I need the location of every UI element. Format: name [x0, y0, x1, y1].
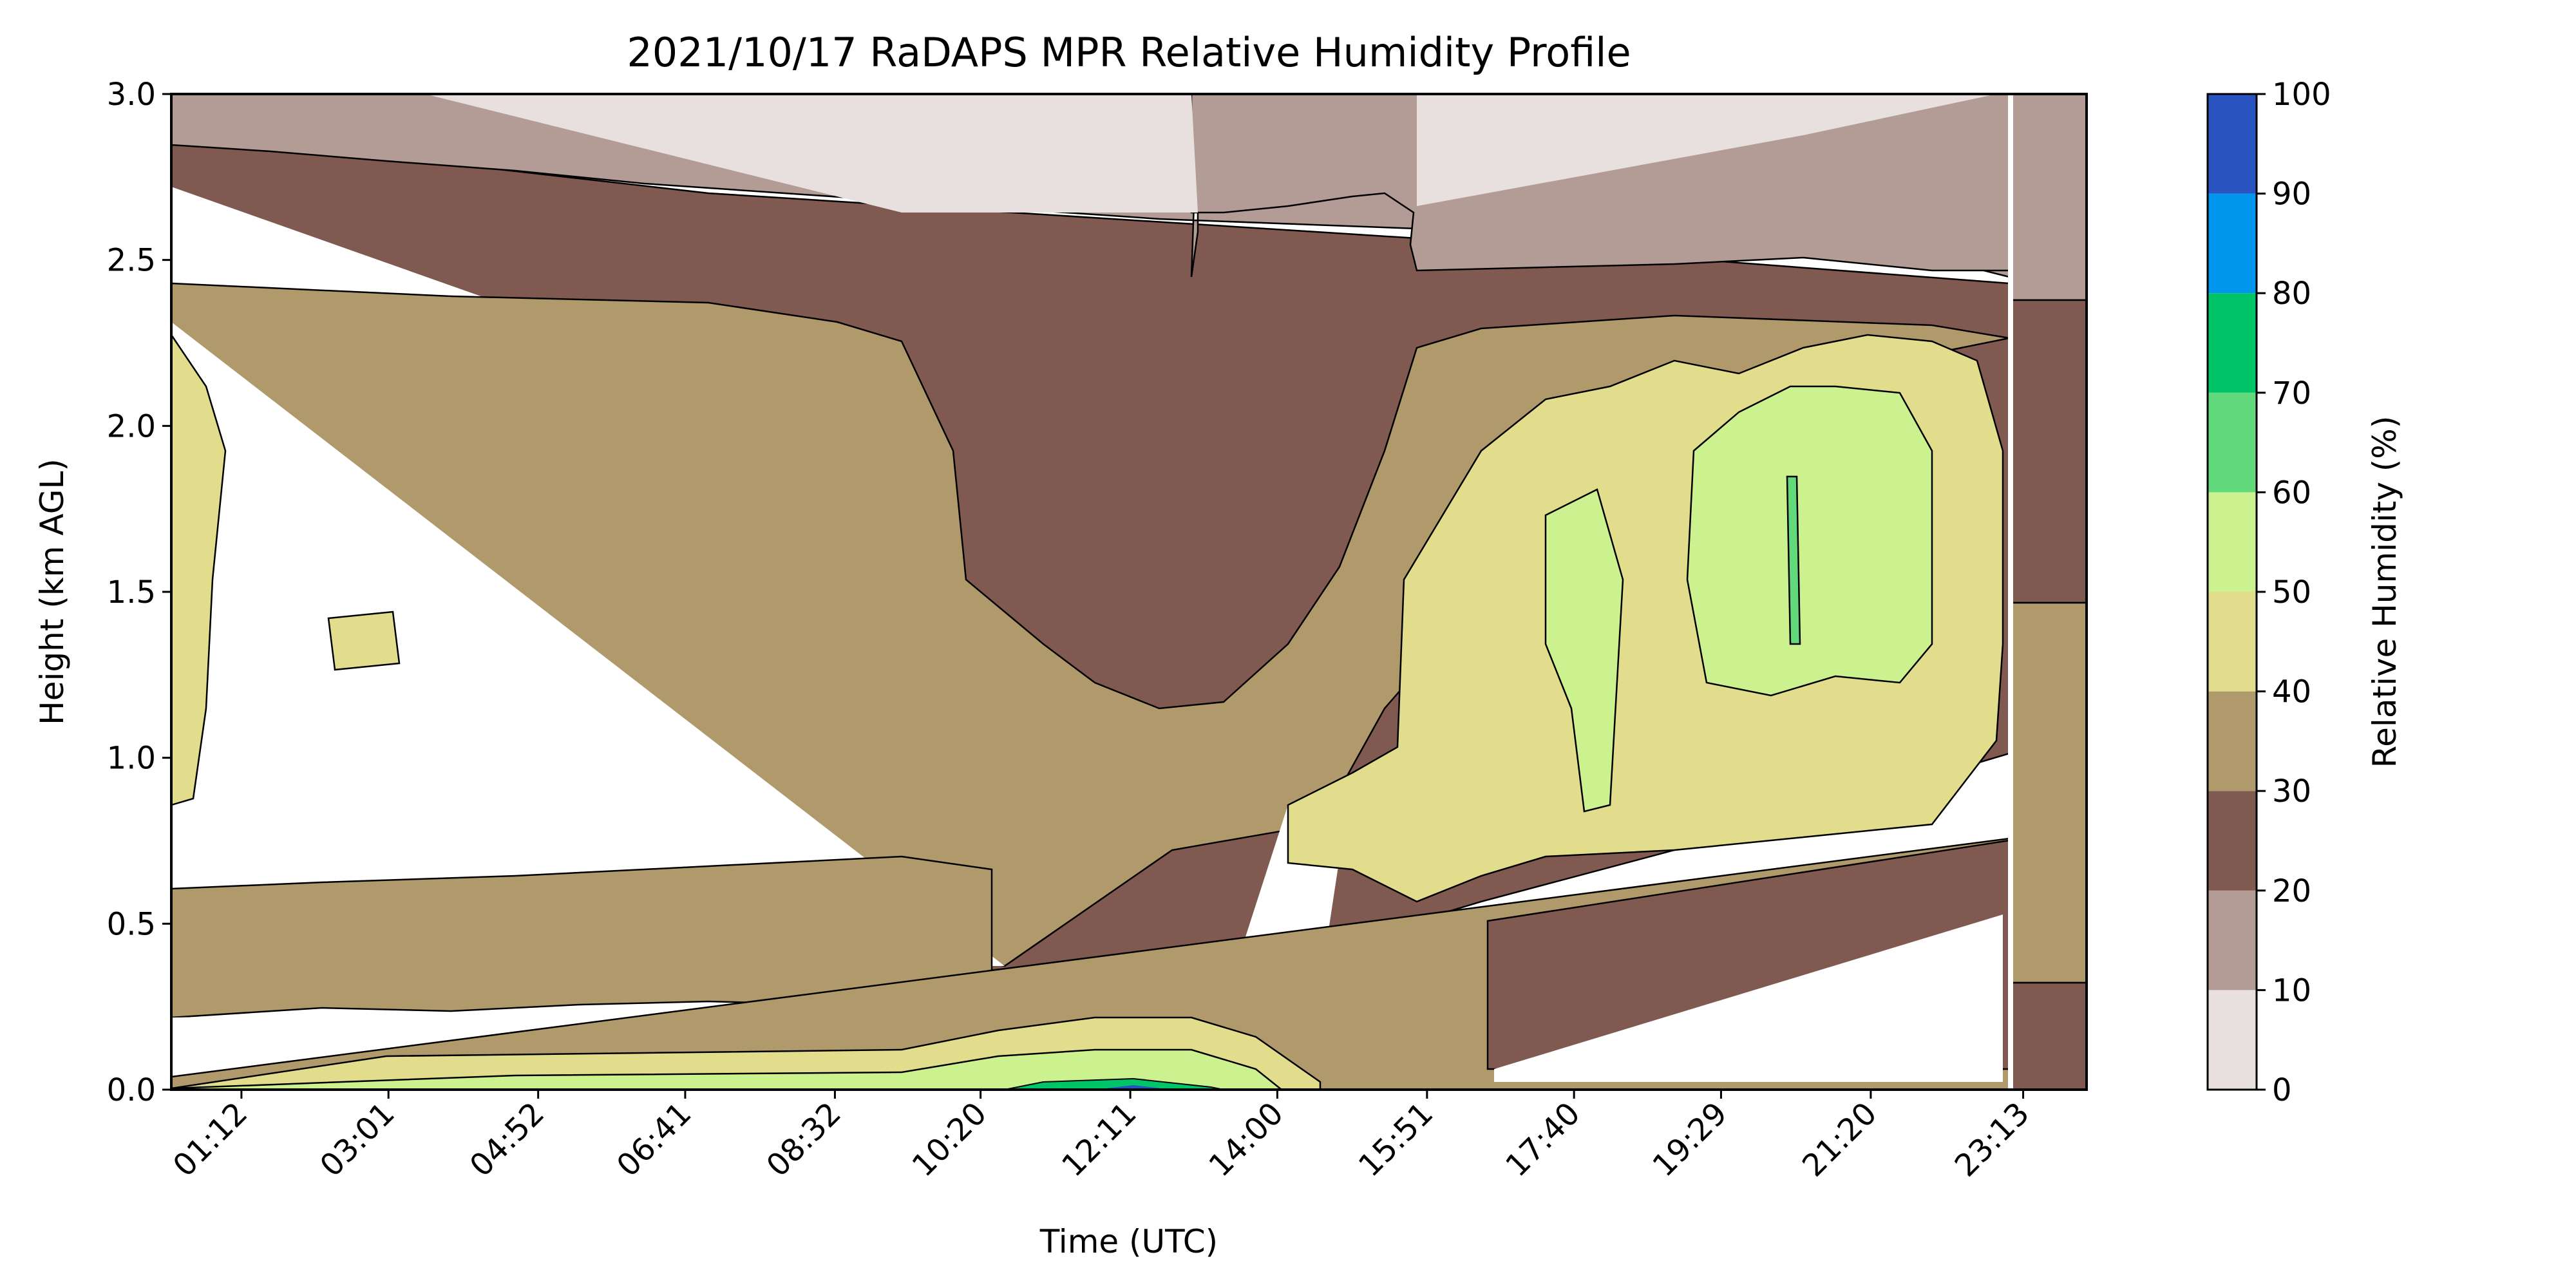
rh-region-0-10-b: [1417, 94, 1996, 206]
colorbar-swatch: [2208, 193, 2257, 294]
rh-region-40-50-left-b: [327, 611, 401, 671]
rh-region-10-20-right: [1190, 94, 2017, 272]
chart-title: 2021/10/17 RaDAPS MPR Relative Humidity …: [627, 29, 1631, 76]
colorbar-tick-label: 100: [2272, 77, 2331, 113]
x-axis-label: Time (UTC): [1039, 1223, 1218, 1260]
colorbar-tick-label: 50: [2272, 574, 2311, 611]
x-tick-label: 21:20: [1795, 1095, 1884, 1184]
x-tick-label: 04:52: [463, 1095, 551, 1184]
rh-region-40-50-left: [171, 333, 227, 806]
y-tick-label: 0.0: [107, 1072, 156, 1108]
colorbar-swatch: [2208, 791, 2257, 891]
colorbar-tick-label: 20: [2272, 873, 2311, 909]
colorbar-swatch: [2208, 94, 2257, 194]
colorbar-tick-label: 40: [2272, 674, 2311, 710]
colorbar-swatch: [2208, 592, 2257, 692]
y-axis: 0.0 0.5 1.0 1.5 2.0 2.5 3.0: [107, 77, 171, 1108]
x-tick-label: 23:13: [1948, 1095, 2036, 1184]
x-tick-label: 08:32: [760, 1095, 848, 1184]
x-tick-label: 06:41: [610, 1095, 698, 1184]
x-tick-label: 10:20: [905, 1095, 994, 1184]
colorbar-swatch: [2208, 392, 2257, 493]
y-tick-label: 1.5: [107, 574, 156, 611]
colorbar-label: Relative Humidity (%): [2366, 416, 2403, 768]
plot-area: [171, 94, 2087, 1090]
rh-region-50-60-ground: [171, 1048, 1283, 1090]
x-axis: 01:12 03:01 04:52 06:41 08:32 10:20 12:11 14:00…: [166, 1090, 2036, 1184]
x-tick-label: 14:00: [1202, 1095, 1290, 1184]
y-tick-label: 2.0: [107, 408, 156, 444]
y-axis-label: Height (km AGL): [33, 459, 71, 725]
colorbar-tick-label: 90: [2272, 176, 2311, 213]
x-tick-label: 03:01: [313, 1095, 401, 1184]
y-tick-label: 0.5: [107, 906, 156, 942]
rh-region-0-10: [425, 94, 1198, 213]
x-tick-label: 15:51: [1352, 1095, 1440, 1184]
rh-region-70-100-ground: [1004, 1077, 1224, 1090]
x-tick-label: 12:11: [1055, 1095, 1143, 1184]
colorbar: 0 10 20 30 40 50 60 70 80 90 100: [2206, 77, 2331, 1108]
rh-region-60-70: [1786, 475, 1801, 645]
colorbar-tick-label: 10: [2272, 972, 2311, 1009]
x-tick-label: 01:12: [166, 1095, 254, 1184]
rh-region-50-60-main: [1686, 385, 1933, 697]
colorbar-tick-label: 30: [2272, 773, 2311, 810]
colorbar-tick-label: 80: [2272, 276, 2311, 312]
colorbar-swatch: [2208, 293, 2257, 393]
y-tick-label: 2.5: [107, 243, 156, 279]
no-data-lower-right: [1494, 914, 2003, 1082]
colorbar-swatch: [2208, 990, 2257, 1090]
rh-region-20-30-right-column: [2011, 299, 2087, 604]
colorbar-tick-label: 0: [2272, 1072, 2292, 1108]
rh-region-10-20-right-column: [2011, 94, 2087, 301]
colorbar-swatch: [2208, 492, 2257, 592]
no-data-wedge: [171, 322, 1005, 966]
x-tick-label: 17:40: [1499, 1095, 1587, 1184]
rh-region-20-30-right-column-low: [2011, 981, 2087, 1090]
colorbar-tick-label: 70: [2272, 375, 2311, 412]
x-tick-label: 19:29: [1646, 1095, 1734, 1184]
colorbar-tick-label: 60: [2272, 475, 2311, 511]
y-tick-label: 3.0: [107, 77, 156, 113]
rh-region-50-60-b: [1544, 488, 1624, 813]
y-tick-label: 1.0: [107, 741, 156, 777]
colorbar-swatch: [2208, 890, 2257, 990]
no-data-gap: [2008, 94, 2013, 1090]
colorbar-swatch: [2208, 691, 2257, 791]
rh-region-30-40-right-column: [2011, 601, 2087, 984]
